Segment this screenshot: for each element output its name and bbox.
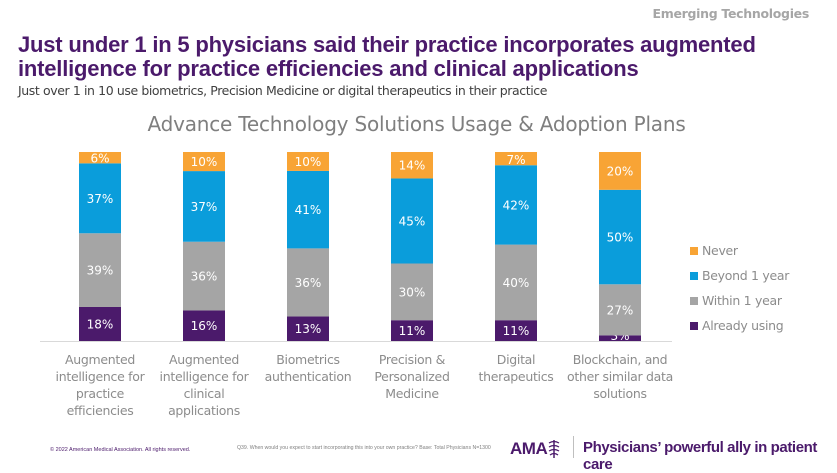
legend-label: Beyond 1 year <box>702 268 790 283</box>
category-label-line: Personalized <box>374 369 450 384</box>
category-label-line: Blockchain, and <box>572 352 668 367</box>
category-label: Blockchain, and other similar data solutio… <box>565 351 675 402</box>
bar-segment-never <box>287 152 329 171</box>
category-label-line: authentication <box>264 369 352 384</box>
legend-item: Within 1 year <box>690 288 789 313</box>
bar-segment-within-1-year <box>495 244 537 321</box>
data-label: 7% <box>506 153 525 167</box>
category-label-line: applications <box>168 403 240 418</box>
data-label: 16% <box>191 319 218 333</box>
legend-label: Already using <box>702 318 784 333</box>
bar-segment-already-using <box>495 320 537 341</box>
category-label-line: Biometrics <box>276 352 340 367</box>
bar-segment-beyond-1-year <box>287 170 329 249</box>
data-label: 27% <box>607 303 634 317</box>
bar-segment-within-1-year <box>79 233 121 307</box>
section-label: Emerging Technologies <box>652 6 810 21</box>
legend-label: Never <box>702 243 738 258</box>
data-label: 37% <box>87 192 114 206</box>
data-label: 37% <box>191 200 218 214</box>
legend-swatch <box>690 296 698 305</box>
data-label: 36% <box>295 276 322 290</box>
footer-divider <box>573 436 574 458</box>
footer-tagline: Physicians’ powerful ally in patient car… <box>583 439 818 473</box>
data-label: 13% <box>295 322 322 336</box>
bar-segment-beyond-1-year <box>495 165 537 245</box>
category-label-line: solutions <box>593 386 647 401</box>
data-label: 39% <box>87 264 114 278</box>
legend-item: Beyond 1 year <box>690 263 789 288</box>
data-label: 50% <box>607 231 634 245</box>
data-label: 45% <box>399 214 426 228</box>
category-label-line: other similar data <box>567 369 673 384</box>
data-label: 11% <box>503 324 530 338</box>
legend-item: Already using <box>690 313 789 338</box>
data-label: 11% <box>399 324 426 338</box>
bar-segment-within-1-year <box>391 263 433 321</box>
bar-segment-already-using <box>391 320 433 341</box>
category-label-line: efficiencies <box>66 403 134 418</box>
category-label: Biometrics authentication <box>253 351 363 385</box>
category-label-line: Augmented <box>64 352 136 367</box>
legend-item: Never <box>690 238 789 263</box>
category-label-line: Augmented <box>168 352 240 367</box>
data-label: 36% <box>191 270 218 284</box>
legend-swatch <box>690 321 698 330</box>
bar-segment-within-1-year <box>183 241 225 311</box>
data-label: 42% <box>503 198 530 212</box>
bar-segment-already-using <box>183 310 225 341</box>
category-label-line: practice <box>75 386 125 401</box>
data-label: 6% <box>90 151 109 165</box>
category-label-line: clinical <box>183 386 225 401</box>
chart-legend: Never Beyond 1 year Within 1 year Already u… <box>690 238 789 338</box>
category-label: Augmented intelligence for clinical applica… <box>149 351 259 419</box>
data-label: 40% <box>503 276 530 290</box>
category-label-line: Digital <box>496 352 536 367</box>
bar-segment-already-using <box>79 306 121 341</box>
data-label: 10% <box>191 155 218 169</box>
data-label: 30% <box>399 285 426 299</box>
bar-segment-already-using <box>287 316 329 341</box>
bar-segment-never <box>183 152 225 172</box>
bar-segment-beyond-1-year <box>599 189 641 285</box>
bar-segment-beyond-1-year <box>79 163 121 234</box>
legend-swatch <box>690 246 698 255</box>
footer-copyright: © 2022 American Medical Association. All… <box>50 447 191 453</box>
legend-swatch <box>690 271 698 280</box>
bar-segment-beyond-1-year <box>391 178 433 264</box>
ama-logo-text: AMA <box>510 439 548 458</box>
category-label-line: therapeutics <box>478 369 554 384</box>
footer-note: Q39. When would you expect to start inco… <box>237 445 491 451</box>
category-label: Digital therapeutics <box>461 351 571 385</box>
data-label: 10% <box>295 155 322 169</box>
legend-label: Within 1 year <box>702 293 782 308</box>
bar-segment-within-1-year <box>287 248 329 317</box>
bar-segment-already-using <box>599 335 641 341</box>
chart-title: Advance Technology Solutions Usage & Ado… <box>147 112 686 136</box>
category-label: Precision & Personalized Medicine <box>357 351 467 402</box>
data-label: 41% <box>295 203 322 217</box>
data-label: 18% <box>87 317 114 331</box>
bar-segment-never <box>391 152 433 179</box>
data-label: 14% <box>399 159 426 173</box>
page-subhead: Just over 1 in 10 use biometrics, Precis… <box>18 83 548 98</box>
category-label-line: Precision & <box>378 352 446 367</box>
bar-segment-never <box>495 152 537 166</box>
category-label: Augmented intelligence for practice efficie… <box>45 351 155 419</box>
bar-segment-within-1-year <box>599 284 641 336</box>
chart-title-wrap: Advance Technology Solutions Usage & Ado… <box>0 112 837 136</box>
category-label-line: intelligence for <box>55 369 145 384</box>
bar-segment-beyond-1-year <box>183 171 225 242</box>
category-label-line: Medicine <box>385 386 439 401</box>
page-headline: Just under 1 in 5 physicians said their … <box>18 32 756 81</box>
category-label-line: intelligence for <box>159 369 249 384</box>
ama-logo: AMA <box>510 439 561 459</box>
caduceus-icon <box>548 440 560 458</box>
bar-segment-never <box>599 152 641 190</box>
data-label: 20% <box>607 164 634 178</box>
bar-segment-never <box>79 152 121 164</box>
